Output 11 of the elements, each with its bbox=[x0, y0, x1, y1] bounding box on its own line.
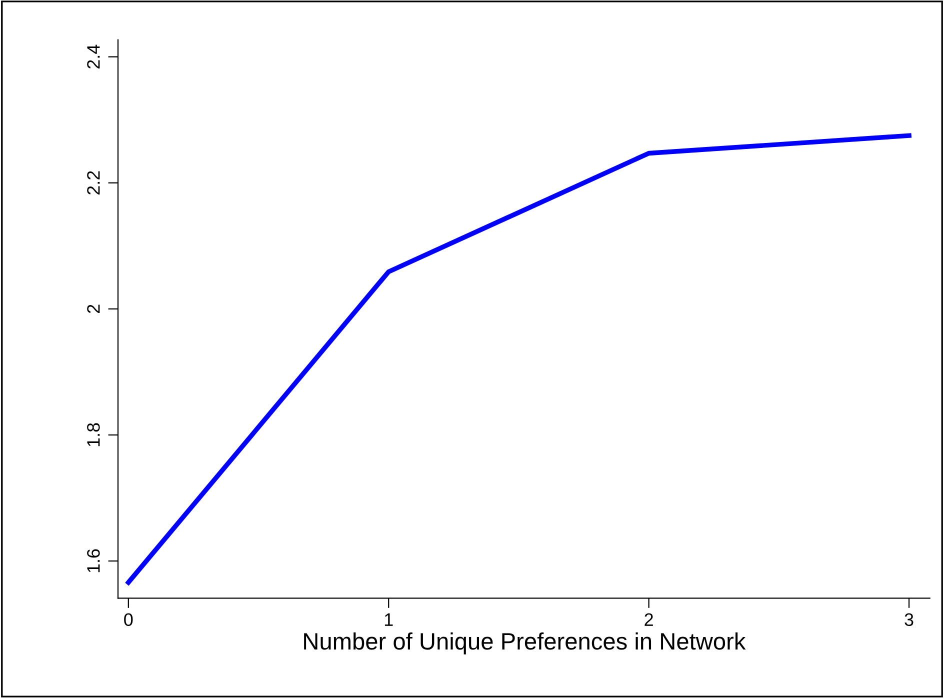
line-series bbox=[126, 133, 912, 585]
x-tick-label: 0 bbox=[124, 613, 133, 626]
y-tick-label: 2 bbox=[87, 304, 100, 314]
y-tick-label: 1.6 bbox=[87, 549, 100, 572]
x-tick-label: 2 bbox=[644, 613, 653, 626]
y-tick-label: 2.2 bbox=[87, 171, 100, 194]
y-tick-label: 2.4 bbox=[87, 44, 100, 68]
x-tick-label: 3 bbox=[904, 613, 914, 626]
x-tick-label: 1 bbox=[384, 613, 393, 626]
y-tick-label: 1.8 bbox=[87, 423, 100, 446]
x-axis-title: Number of Unique Preferences in Network bbox=[304, 632, 746, 654]
